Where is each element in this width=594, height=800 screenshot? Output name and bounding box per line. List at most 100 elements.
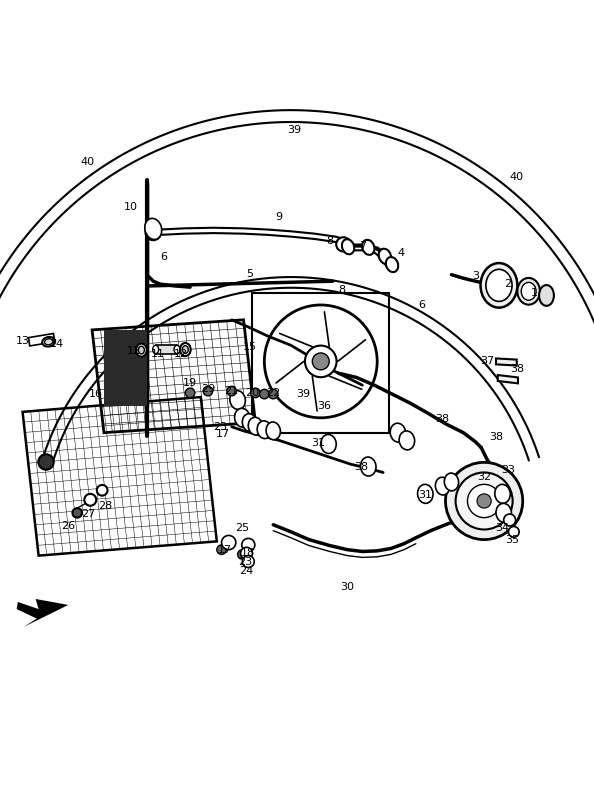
- Ellipse shape: [496, 503, 511, 522]
- Ellipse shape: [180, 343, 191, 356]
- Ellipse shape: [174, 346, 180, 354]
- Text: 7: 7: [359, 241, 366, 250]
- Text: 40: 40: [81, 158, 95, 167]
- Text: 6: 6: [418, 300, 425, 310]
- Ellipse shape: [257, 421, 271, 438]
- Text: 23: 23: [213, 422, 227, 432]
- Text: 39: 39: [296, 389, 310, 399]
- Ellipse shape: [42, 337, 55, 346]
- Text: 23: 23: [238, 557, 252, 566]
- Text: 6: 6: [160, 253, 167, 262]
- Ellipse shape: [230, 390, 245, 410]
- Circle shape: [38, 454, 53, 470]
- Ellipse shape: [136, 343, 147, 357]
- Ellipse shape: [486, 270, 512, 302]
- Circle shape: [477, 494, 491, 508]
- Circle shape: [203, 386, 213, 396]
- Text: 10: 10: [124, 202, 138, 212]
- Text: 29: 29: [201, 384, 215, 394]
- Circle shape: [456, 473, 513, 530]
- Text: 38: 38: [354, 462, 368, 471]
- Ellipse shape: [386, 257, 398, 272]
- Circle shape: [260, 390, 269, 399]
- Ellipse shape: [182, 346, 188, 354]
- Circle shape: [227, 386, 236, 396]
- Circle shape: [446, 462, 523, 539]
- Ellipse shape: [517, 278, 540, 305]
- Text: 17: 17: [216, 429, 230, 439]
- Text: 22: 22: [266, 388, 280, 398]
- Circle shape: [185, 388, 195, 398]
- Text: 2: 2: [504, 279, 511, 289]
- Text: 38: 38: [435, 414, 450, 424]
- Ellipse shape: [45, 338, 53, 345]
- Text: 8: 8: [338, 285, 345, 295]
- Text: 34: 34: [495, 522, 509, 533]
- Text: 14: 14: [49, 338, 64, 349]
- Text: 39: 39: [287, 125, 301, 134]
- Text: 4: 4: [397, 248, 405, 258]
- Circle shape: [146, 225, 161, 240]
- Ellipse shape: [145, 218, 162, 239]
- Text: 20: 20: [245, 388, 260, 398]
- Text: 11: 11: [150, 349, 165, 358]
- Text: 35: 35: [505, 534, 519, 545]
- Ellipse shape: [379, 249, 391, 264]
- Ellipse shape: [361, 457, 376, 476]
- Ellipse shape: [418, 484, 433, 503]
- Circle shape: [504, 514, 516, 526]
- Ellipse shape: [539, 285, 554, 306]
- Text: 13: 13: [15, 336, 30, 346]
- Polygon shape: [104, 330, 147, 406]
- Circle shape: [268, 390, 278, 399]
- Circle shape: [241, 547, 252, 559]
- Circle shape: [222, 535, 236, 550]
- Ellipse shape: [266, 422, 280, 440]
- Text: 40: 40: [510, 172, 524, 182]
- Ellipse shape: [481, 263, 517, 308]
- Text: 36: 36: [317, 401, 331, 411]
- Ellipse shape: [248, 418, 263, 435]
- Ellipse shape: [435, 478, 450, 495]
- Circle shape: [97, 485, 108, 496]
- Text: 18: 18: [241, 548, 255, 558]
- Text: 16: 16: [89, 389, 103, 399]
- Polygon shape: [498, 375, 518, 383]
- Polygon shape: [156, 346, 177, 354]
- Circle shape: [217, 545, 226, 554]
- Ellipse shape: [399, 431, 415, 450]
- Text: 1: 1: [531, 288, 538, 298]
- Ellipse shape: [235, 408, 250, 427]
- Text: 15: 15: [242, 342, 257, 351]
- Text: 31: 31: [418, 490, 432, 500]
- Text: 27: 27: [81, 509, 95, 519]
- Text: 8: 8: [326, 236, 333, 246]
- Circle shape: [336, 238, 350, 251]
- Text: 19: 19: [183, 378, 197, 388]
- Ellipse shape: [321, 434, 336, 454]
- Circle shape: [242, 556, 254, 567]
- Text: 12: 12: [127, 346, 141, 356]
- Circle shape: [312, 353, 329, 370]
- Text: 12: 12: [174, 349, 188, 358]
- Text: 5: 5: [246, 269, 253, 279]
- Polygon shape: [17, 599, 68, 627]
- Ellipse shape: [444, 473, 459, 491]
- Text: 25: 25: [235, 522, 249, 533]
- Ellipse shape: [495, 484, 510, 503]
- Circle shape: [84, 494, 96, 506]
- Ellipse shape: [242, 414, 257, 431]
- Circle shape: [72, 508, 82, 518]
- Circle shape: [508, 526, 519, 538]
- Circle shape: [242, 538, 255, 551]
- Text: 26: 26: [61, 521, 75, 531]
- Circle shape: [238, 550, 247, 559]
- Text: 17: 17: [217, 545, 232, 554]
- Text: 24: 24: [239, 566, 254, 576]
- Text: 30: 30: [340, 582, 355, 592]
- Text: 31: 31: [311, 438, 325, 448]
- Ellipse shape: [362, 240, 374, 255]
- Ellipse shape: [138, 346, 144, 354]
- Text: 38: 38: [510, 364, 524, 374]
- Polygon shape: [496, 358, 517, 366]
